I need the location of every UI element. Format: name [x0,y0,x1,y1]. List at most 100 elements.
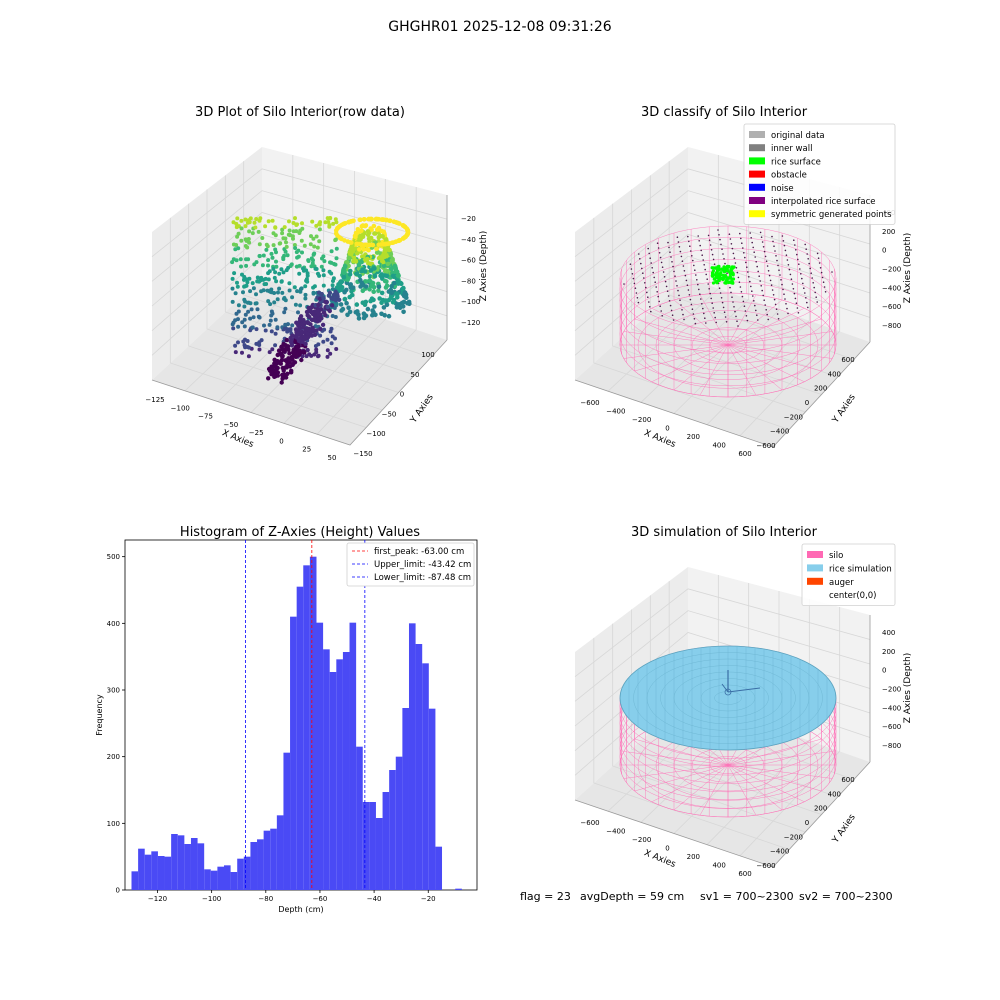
raw-point [291,221,296,225]
raw-point [275,325,280,330]
raw-point [267,322,272,327]
cls-surface-point [639,258,641,260]
cls-surface-point [713,263,716,266]
cls-surface-point [791,283,794,285]
cls-surface-point [711,253,714,256]
cls-surface-point [818,262,821,264]
raw-point [330,287,335,292]
cls-surface-point [630,268,633,270]
cls-surface-point [807,258,809,260]
raw-point [355,251,360,256]
sim-x-tick-label: −600 [580,819,599,827]
sim-grid-z [574,588,871,677]
raw-point [318,333,323,338]
raw-z-tick-label: −120 [461,319,480,327]
raw-point [303,292,308,297]
raw-point [384,279,389,284]
raw-point [290,323,295,328]
raw-point [273,225,278,230]
cls-silo-floor-spoke [651,307,729,346]
raw-point [283,358,288,363]
sim-silo-floor-spoke [634,764,729,792]
raw-point [254,301,259,306]
cls-legend-swatch [749,197,765,204]
cls-rice-point [716,265,720,269]
raw-y-tick-label: −150 [353,450,372,458]
sim-legend-label: auger [829,578,854,588]
raw-point [246,309,251,314]
cls-x-tick-label: 0 [665,425,669,433]
cls-surface-point [631,273,634,275]
cls-surface-point [807,306,809,309]
cls-surface-point [799,268,801,270]
raw-point [294,353,299,358]
histogram-bar [356,746,363,890]
raw-point [263,224,268,229]
cls-surface-point [743,252,745,254]
histogram-y-tick-label: 200 [107,753,120,761]
cls-surface-point [689,298,692,301]
raw-point [371,309,376,315]
cls-surface-point [753,251,755,253]
cls-surface-point [763,299,765,302]
histogram-bar [250,842,258,890]
raw-point [325,337,330,342]
raw-point [289,343,295,348]
cls-surface-point [701,303,703,305]
raw-point [296,248,301,253]
raw-point [397,305,403,311]
raw-point [268,318,273,323]
figure-suptitle: GHGHR01 2025-12-08 09:31:26 [388,19,612,35]
cls-rice-point [728,276,733,280]
cls-surface-point [812,282,814,284]
histogram-bar [270,828,277,890]
sim-x-tick-label: 400 [712,862,725,870]
raw-point [332,306,337,310]
cls-surface-point [694,269,696,272]
raw-point [282,225,287,230]
cls-surface-point [646,291,648,294]
cls-surface-point [739,232,741,235]
raw-point [370,280,376,286]
cls-surface-point [680,304,682,306]
sim-silo-floor-spoke [673,764,729,811]
cls-surface-point [785,254,788,256]
raw-point [330,296,336,302]
raw-point [297,271,302,276]
raw-point [248,328,253,333]
cls-rice-point [731,277,736,281]
raw-point [387,247,392,253]
raw-point [390,299,396,305]
cls-silo-floor-spoke [727,344,805,383]
cls-surface-point [651,267,653,269]
raw-point [316,312,321,317]
cls-z-tick-label: −200 [882,266,901,274]
raw-point [251,315,256,320]
histogram-bar [283,752,291,890]
raw-x-tick-label: 25 [302,446,311,454]
cls-surface-point [671,261,673,263]
raw-point [303,296,308,301]
cls-axis-lines [574,341,871,448]
raw-point [314,328,319,333]
histogram-bar [362,802,370,890]
raw-point [360,288,366,294]
raw-point [353,259,359,264]
cls-surface-point [751,241,753,244]
status-avg-depth: avgDepth = 59 cm [580,890,684,903]
raw-point [236,324,241,329]
panel-raw-3d-plot: 3D Plot of Silo Interior(row data) −125−… [145,105,489,462]
cls-surface-point [750,285,752,288]
raw-point [334,220,339,225]
histogram-bar [422,663,429,890]
cls-surface-point [661,315,663,317]
cls-surface-point [775,255,777,257]
raw-point [403,234,408,240]
cls-surface-point [816,301,818,303]
classify-plot-title: 3D classify of Silo Interior [641,105,808,120]
raw-point [320,322,326,327]
cls-surface-point [659,305,661,308]
cls-surface-point [677,289,679,292]
cls-rice-point [729,268,734,272]
raw-point [380,234,385,239]
